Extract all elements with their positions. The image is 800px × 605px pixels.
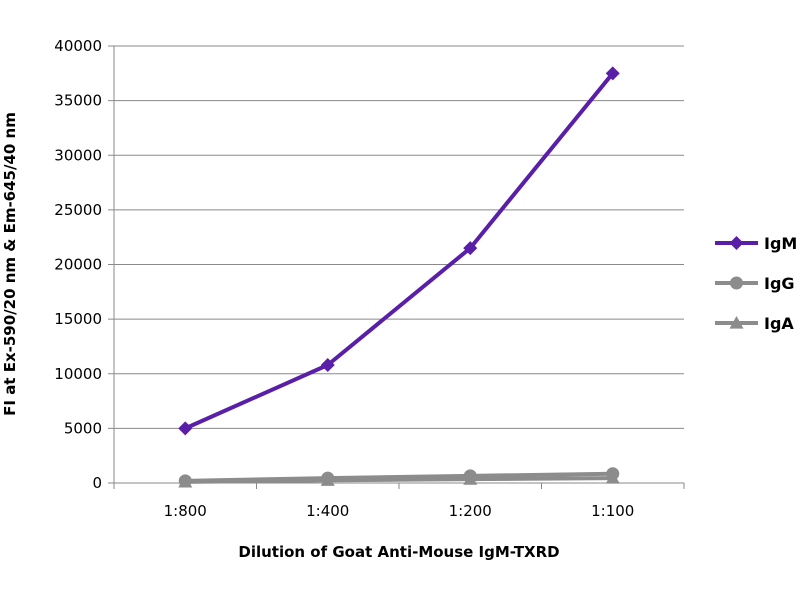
data-point-igg — [178, 474, 192, 488]
legend-marker-igg — [730, 276, 743, 290]
legend-item-iga: IgA — [715, 314, 794, 333]
y-tick-label: 40000 — [54, 37, 102, 55]
series-igm — [178, 66, 620, 436]
legend-marker-igm — [729, 236, 744, 250]
y-axis-ticks: 0 5000 10000 15000 20000 25000 30000 35000 40000 — [54, 37, 114, 492]
legend-item-igm: IgM — [715, 234, 797, 253]
x-tick-label: 1:100 — [591, 502, 634, 520]
legend-marker-iga — [729, 316, 744, 329]
y-tick-label: 35000 — [54, 92, 102, 110]
data-point-igm — [320, 358, 335, 373]
y-tick-label: 0 — [92, 474, 102, 492]
legend-label-igm: IgM — [764, 234, 797, 253]
x-axis-ticks: 1:800 1:400 1:200 1:100 — [113, 483, 685, 520]
legend-item-igg: IgG — [715, 274, 795, 293]
data-point-igg — [606, 467, 620, 481]
series-igg — [178, 467, 620, 488]
data-point-igg — [321, 471, 335, 485]
series-line-igm — [184, 72, 615, 431]
y-tick-label: 10000 — [54, 365, 102, 383]
y-tick-label: 5000 — [64, 419, 102, 437]
gridlines — [114, 45, 684, 429]
y-tick-label: 20000 — [54, 256, 102, 274]
x-axis-title: Dilution of Goat Anti-Mouse IgM-TXRD — [238, 543, 559, 561]
y-tick-label: 25000 — [54, 201, 102, 219]
y-tick-label: 30000 — [54, 146, 102, 164]
x-tick-label: 1:800 — [164, 502, 207, 520]
data-point-igm — [463, 241, 478, 256]
data-point-igg — [463, 469, 477, 483]
y-tick-label: 15000 — [54, 310, 102, 328]
y-axis-title: FI at Ex-590/20 nm & Em-645/40 nm — [1, 112, 19, 416]
x-tick-label: 1:400 — [306, 502, 349, 520]
legend-label-iga: IgA — [764, 314, 794, 333]
data-point-igm — [605, 66, 620, 81]
series-layer — [178, 66, 620, 488]
legend: IgM IgG IgA — [715, 234, 797, 333]
series-line-igg — [185, 471, 613, 483]
x-tick-label: 1:200 — [449, 502, 492, 520]
legend-label-igg: IgG — [764, 274, 795, 293]
data-point-igm — [178, 421, 193, 436]
